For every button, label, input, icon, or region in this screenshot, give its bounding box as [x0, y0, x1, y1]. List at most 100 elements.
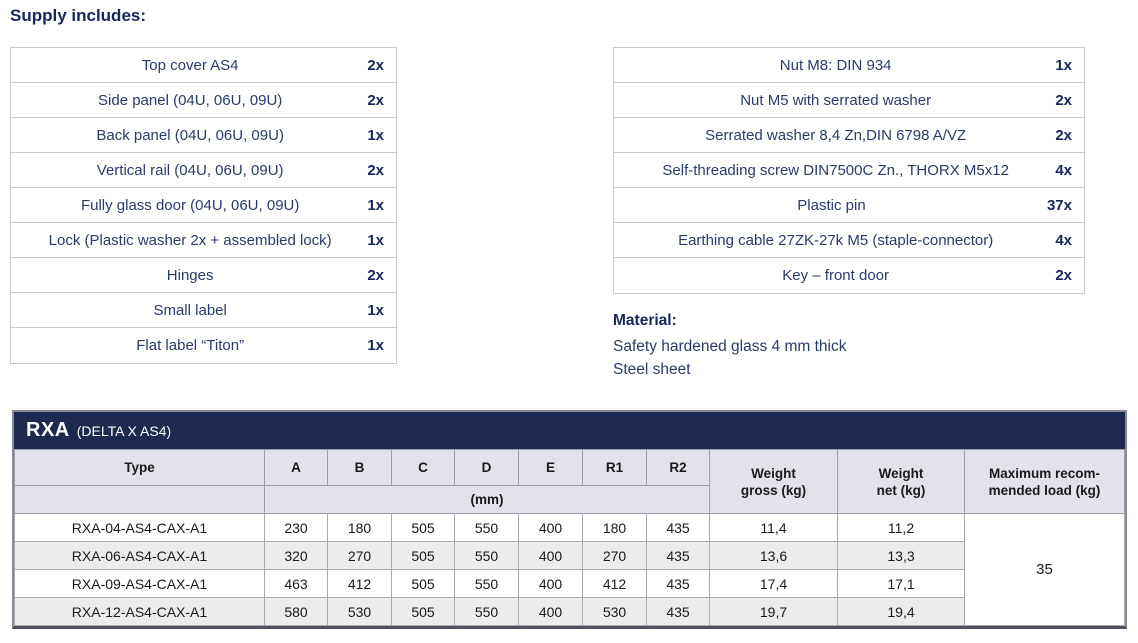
- cell-max-load: 35: [964, 513, 1125, 626]
- supply-row: Small label 1x: [11, 293, 396, 328]
- cell-dim-r2: 435: [646, 569, 710, 598]
- supply-item-quantity: 37x: [1046, 196, 1072, 214]
- supply-item-quantity: 1x: [367, 337, 384, 354]
- supply-item-quantity: 4x: [1055, 231, 1072, 249]
- cell-type: RXA-12-AS4-CAX-A1: [14, 597, 265, 626]
- max-load-line1: Maximum recom-: [988, 465, 1101, 481]
- cell-dim-b: 180: [327, 513, 392, 542]
- column-header-d: D: [454, 449, 519, 486]
- cell-dim-e: 400: [518, 541, 583, 570]
- cell-weight-gross: 13,6: [709, 541, 838, 570]
- supply-row: Back panel (04U, 06U, 09U) 1x: [11, 118, 396, 153]
- cell-dim-e: 400: [518, 513, 583, 542]
- supply-row: Self-threading screw DIN7500C Zn., THORX…: [614, 153, 1084, 188]
- cell-dim-c: 505: [391, 597, 455, 626]
- cell-dim-b: 412: [327, 569, 392, 598]
- supply-item-quantity: 1x: [367, 301, 384, 319]
- supply-row: Top cover AS4 2x: [11, 48, 396, 83]
- column-header-b: B: [327, 449, 392, 486]
- column-header-c: C: [391, 449, 455, 486]
- supply-includes-heading: Supply includes:: [10, 6, 147, 25]
- cell-dim-r1: 412: [582, 569, 647, 598]
- supply-row: Lock (Plastic washer 2x + assembled lock…: [11, 223, 396, 258]
- supply-row: Hinges 2x: [11, 258, 396, 293]
- rxa-series-title: RXA: [26, 419, 70, 441]
- weight-net-line2: net (kg): [876, 482, 926, 498]
- supply-row: Plastic pin 37x: [614, 188, 1084, 223]
- max-load-line2: mended load (kg): [988, 482, 1101, 498]
- supply-item-label: Hinges: [166, 266, 214, 284]
- cell-dim-r1: 180: [582, 513, 647, 542]
- supply-item-quantity: 2x: [367, 161, 384, 179]
- cell-weight-net: 11,2: [837, 513, 965, 542]
- cell-dim-a: 230: [264, 513, 328, 542]
- rxa-spec-table: RXA (DELTA X AS4) Type A B C D E R1 R2: [12, 410, 1127, 629]
- cell-dim-d: 550: [454, 597, 519, 626]
- cell-dim-d: 550: [454, 513, 519, 542]
- cell-dim-a: 580: [264, 597, 328, 626]
- supply-item-label: Side panel (04U, 06U, 09U): [98, 91, 283, 109]
- cell-weight-gross: 19,7: [709, 597, 838, 626]
- cell-dim-r2: 435: [646, 513, 710, 542]
- supply-item-label: Plastic pin: [797, 196, 866, 214]
- cell-weight-net: 19,4: [837, 597, 965, 626]
- column-header-max-load: Maximum recom- mended load (kg): [964, 449, 1125, 514]
- table-row: RXA-04-AS4-CAX-A1 230 180 505 550 400 18…: [14, 513, 1125, 626]
- supply-item-quantity: 2x: [1055, 126, 1072, 144]
- cell-dim-c: 505: [391, 569, 455, 598]
- supply-item-label: Lock (Plastic washer 2x + assembled lock…: [48, 231, 332, 249]
- supply-item-label: Flat label “Titon”: [136, 337, 245, 354]
- supply-item-label: Self-threading screw DIN7500C Zn., THORX…: [662, 161, 1009, 179]
- weight-net-line1: Weight: [878, 465, 924, 481]
- supply-item-label: Nut M8: DIN 934: [779, 56, 892, 74]
- column-header-e: E: [518, 449, 583, 486]
- supply-row: Side panel (04U, 06U, 09U) 2x: [11, 83, 396, 118]
- supply-row: Flat label “Titon” 1x: [11, 328, 396, 363]
- supply-item-label: Fully glass door (04U, 06U, 09U): [80, 196, 300, 214]
- cell-weight-gross: 11,4: [709, 513, 838, 542]
- supply-item-label: Serrated washer 8,4 Zn,DIN 6798 A/VZ: [705, 126, 967, 144]
- column-header-r1: R1: [582, 449, 647, 486]
- rxa-header-row: Type A B C D E R1 R2 Weight gross (kg) W…: [14, 449, 1125, 514]
- supply-table-left: Top cover AS4 2x Side panel (04U, 06U, 0…: [10, 47, 397, 364]
- cell-dim-e: 400: [518, 569, 583, 598]
- rxa-title-bar: RXA (DELTA X AS4): [14, 412, 1125, 449]
- material-heading: Material:: [613, 312, 677, 329]
- supply-item-label: Top cover AS4: [141, 56, 239, 74]
- supply-item-quantity: 1x: [367, 231, 384, 249]
- supply-item-label: Nut M5 with serrated washer: [740, 91, 932, 109]
- supply-item-label: Back panel (04U, 06U, 09U): [96, 126, 284, 144]
- supply-item-label: Vertical rail (04U, 06U, 09U): [96, 161, 284, 179]
- supply-item-quantity: 2x: [1055, 267, 1072, 284]
- material-line: Steel sheet: [613, 361, 691, 378]
- supply-item-label: Small label: [153, 301, 227, 319]
- column-header-weight-net: Weight net (kg): [837, 449, 965, 514]
- cell-dim-c: 505: [391, 541, 455, 570]
- supply-item-label: Earthing cable 27ZK-27k M5 (staple-conne…: [678, 231, 994, 249]
- cell-dim-a: 320: [264, 541, 328, 570]
- cell-weight-net: 13,3: [837, 541, 965, 570]
- cell-dim-r2: 435: [646, 541, 710, 570]
- cell-dim-d: 550: [454, 541, 519, 570]
- cell-type: RXA-06-AS4-CAX-A1: [14, 541, 265, 570]
- supply-row: Serrated washer 8,4 Zn,DIN 6798 A/VZ 2x: [614, 118, 1084, 153]
- supply-item-quantity: 2x: [367, 91, 384, 109]
- supply-row: Nut M8: DIN 934 1x: [614, 48, 1084, 83]
- cell-type: RXA-04-AS4-CAX-A1: [14, 513, 265, 542]
- rxa-series-subtitle: (DELTA X AS4): [76, 422, 172, 439]
- supply-row: Nut M5 with serrated washer 2x: [614, 83, 1084, 118]
- cell-weight-net: 17,1: [837, 569, 965, 598]
- cell-dim-r1: 530: [582, 597, 647, 626]
- column-header-weight-gross: Weight gross (kg): [709, 449, 838, 514]
- weight-gross-line1: Weight: [751, 465, 796, 481]
- supply-item-quantity: 1x: [1055, 56, 1072, 74]
- material-section: Material: Safety hardened glass 4 mm thi…: [613, 312, 846, 381]
- supply-item-quantity: 1x: [367, 196, 384, 214]
- supply-item-label: Key – front door: [782, 267, 890, 284]
- cell-dim-b: 270: [327, 541, 392, 570]
- supply-row: Key – front door 2x: [614, 258, 1084, 293]
- cell-type: RXA-09-AS4-CAX-A1: [14, 569, 265, 598]
- rxa-dimensions-table: Type A B C D E R1 R2 Weight gross (kg) W…: [14, 449, 1125, 626]
- column-header-r2: R2: [646, 449, 710, 486]
